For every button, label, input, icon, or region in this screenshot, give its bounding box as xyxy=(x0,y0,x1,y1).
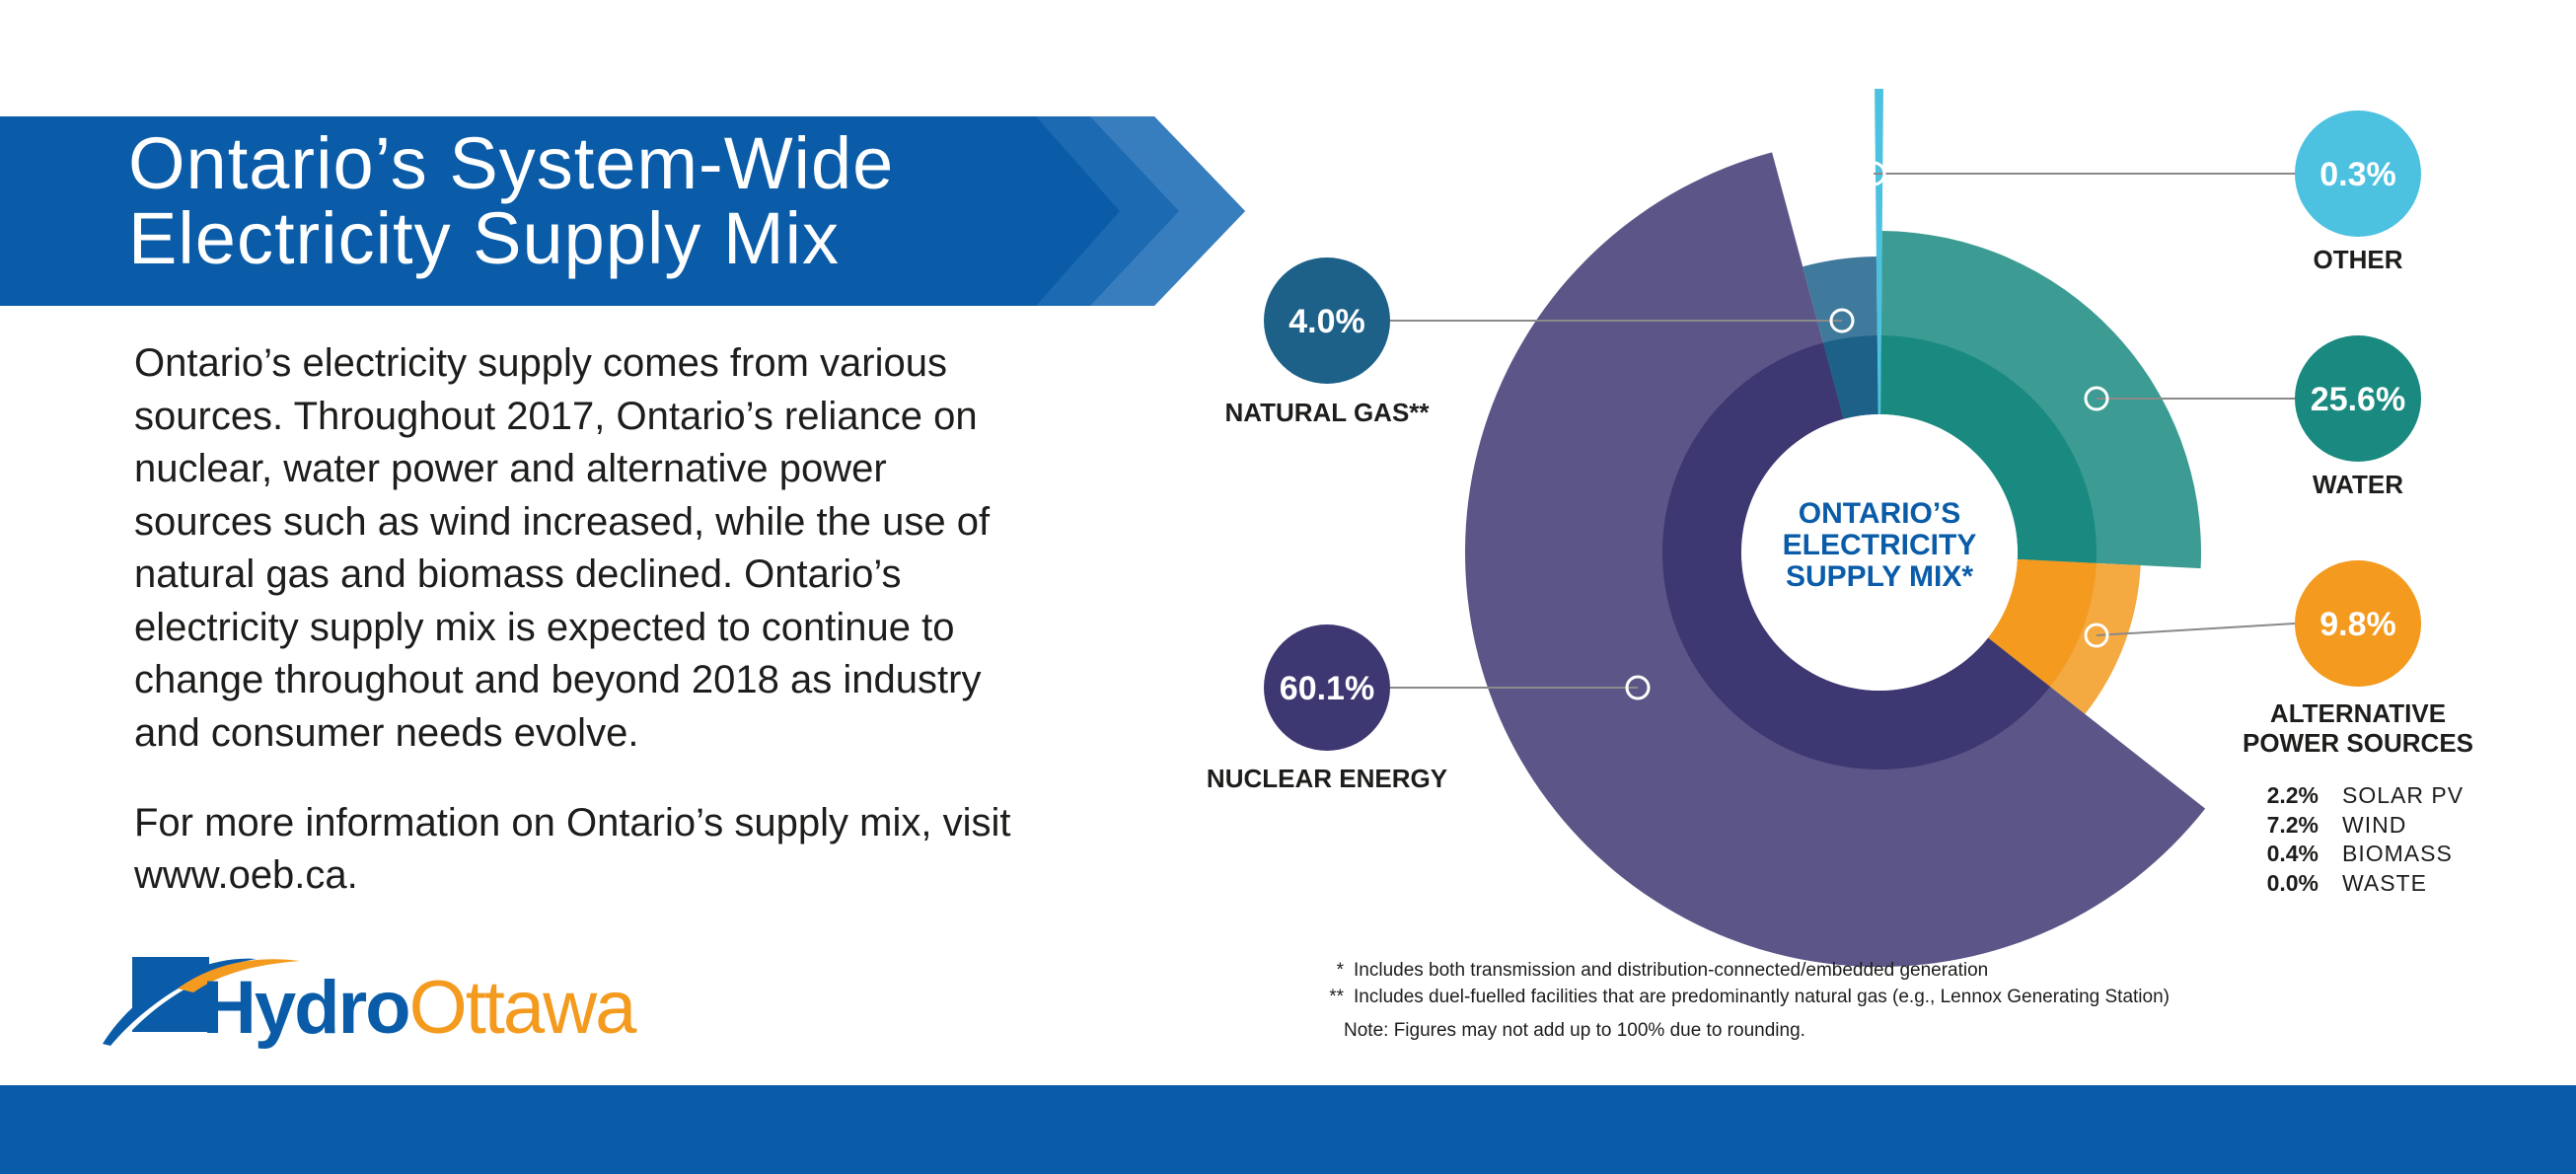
natural-gas-category-label: NATURAL GAS** xyxy=(1224,398,1430,427)
center-label-line: ONTARIO’S xyxy=(1799,497,1960,530)
alternative-value-label: 9.8% xyxy=(2319,606,2396,643)
natural-gas-value-bubble xyxy=(1264,257,1390,384)
nuclear-marker xyxy=(1625,675,1651,700)
alternative-category-label-line: ALTERNATIVE xyxy=(2270,698,2446,728)
banner-body xyxy=(0,116,1245,306)
alternative-category-label-line: POWER SOURCES xyxy=(2243,728,2473,758)
alt-breakdown-row: 2.2% SOLAR PV xyxy=(2240,781,2464,811)
alt-breakdown-value: 0.4% xyxy=(2266,841,2318,866)
logo-ottawa-text: Ottawa xyxy=(408,966,637,1050)
alt-breakdown-row: 0.0% WASTE xyxy=(2240,869,2464,899)
donut-inner-layer xyxy=(1662,335,2097,770)
slice-nuclear xyxy=(1465,152,2206,968)
alt-breakdown-label: WIND xyxy=(2342,811,2407,838)
footnote-2-mark: ** xyxy=(1329,987,1344,1007)
water-value-bubble xyxy=(2295,335,2421,462)
water-marker xyxy=(2084,386,2109,411)
slice-nuclear-core xyxy=(1662,342,2050,770)
water-category-label-line: WATER xyxy=(2313,470,2403,499)
alt-breakdown-label: BIOMASS xyxy=(2342,841,2453,866)
center-label-line: SUPPLY MIX* xyxy=(1786,560,1973,593)
other-value-bubble xyxy=(2295,110,2421,237)
more-info-paragraph: For more information on Ontario’s supply… xyxy=(134,801,1011,897)
banner-chevron-1 xyxy=(1036,116,1194,306)
nuclear-category-label-line: NUCLEAR ENERGY xyxy=(1207,764,1447,793)
alt-breakdown-row: 7.2% WIND xyxy=(2240,811,2464,841)
alt-breakdown-value: 0.0% xyxy=(2266,869,2318,896)
nuclear-value-bubble xyxy=(1264,624,1390,751)
other-category-label-line: OTHER xyxy=(2314,245,2403,274)
slice-natural-gas-core xyxy=(1822,335,1878,419)
rounding-note: Note: Figures may not add up to 100% due… xyxy=(1344,1020,1805,1041)
center-label-line: ELECTRICITY xyxy=(1783,529,1977,561)
alternative-marker xyxy=(2084,623,2109,648)
title-banner xyxy=(0,116,1245,306)
other-category-label: OTHER xyxy=(2314,245,2403,274)
other-value-label: 0.3% xyxy=(2319,156,2396,193)
footnote-1-text: Includes both transmission and distribut… xyxy=(1354,960,1989,981)
alt-breakdown-row: 0.4% BIOMASS xyxy=(2240,840,2464,869)
alternative-value-bubble xyxy=(2295,560,2421,687)
nuclear-value-label: 60.1% xyxy=(1280,670,1374,707)
intro-paragraph: Ontario’s electricity supply comes from … xyxy=(134,341,991,755)
water-category-label: WATER xyxy=(2313,470,2403,499)
alternative-breakdown-list: 2.2% SOLAR PV 7.2% WIND 0.4% BIOMASS 0.0% WASTE xyxy=(2240,781,2464,898)
other-marker xyxy=(1861,161,1886,186)
alt-breakdown-value: 7.2% xyxy=(2266,811,2318,838)
slice-water xyxy=(1880,231,2201,569)
page-title: Ontario’s System-Wide Electricity Supply… xyxy=(128,122,895,279)
slice-other xyxy=(1875,89,1883,415)
slice-water-core xyxy=(1880,335,2097,563)
slice-alternative-core xyxy=(1988,558,2097,687)
footnote-2: ** Includes duel-fuelled facilities that… xyxy=(1312,984,2397,1010)
footer-band xyxy=(0,1085,2576,1174)
natural-gas-category-label-line: NATURAL GAS** xyxy=(1224,398,1430,427)
footnote-1: * Includes both transmission and distrib… xyxy=(1312,957,2397,984)
footnote-2-text: Includes duel-fuelled facilities that ar… xyxy=(1354,987,2170,1007)
alt-breakdown-label: WASTE xyxy=(2342,869,2427,896)
donut-hole xyxy=(1741,414,2018,691)
alternative-category-label: ALTERNATIVE POWER SOURCES xyxy=(2243,698,2473,758)
center-label: ONTARIO’S ELECTRICITY SUPPLY MIX* xyxy=(1783,497,1977,593)
logo-hydro-text: Hydro xyxy=(202,966,411,1050)
nuclear-category-label: NUCLEAR ENERGY xyxy=(1207,764,1447,793)
alternative-leader-line xyxy=(2096,623,2296,636)
hydro-ottawa-logo-mark xyxy=(103,957,300,1048)
footnote-1-mark: * xyxy=(1336,960,1344,981)
alt-breakdown-label: SOLAR PV xyxy=(2342,782,2465,808)
natural-gas-marker xyxy=(1829,308,1855,333)
water-value-label: 25.6% xyxy=(2311,381,2405,418)
logo-wordmark: HydroOttawa xyxy=(202,965,637,1051)
natural-gas-value-label: 4.0% xyxy=(1288,303,1365,340)
alt-breakdown-value: 2.2% xyxy=(2266,782,2318,808)
banner-chevron-2 xyxy=(1090,116,1245,306)
footnotes: * Includes both transmission and distrib… xyxy=(1312,957,2397,1042)
